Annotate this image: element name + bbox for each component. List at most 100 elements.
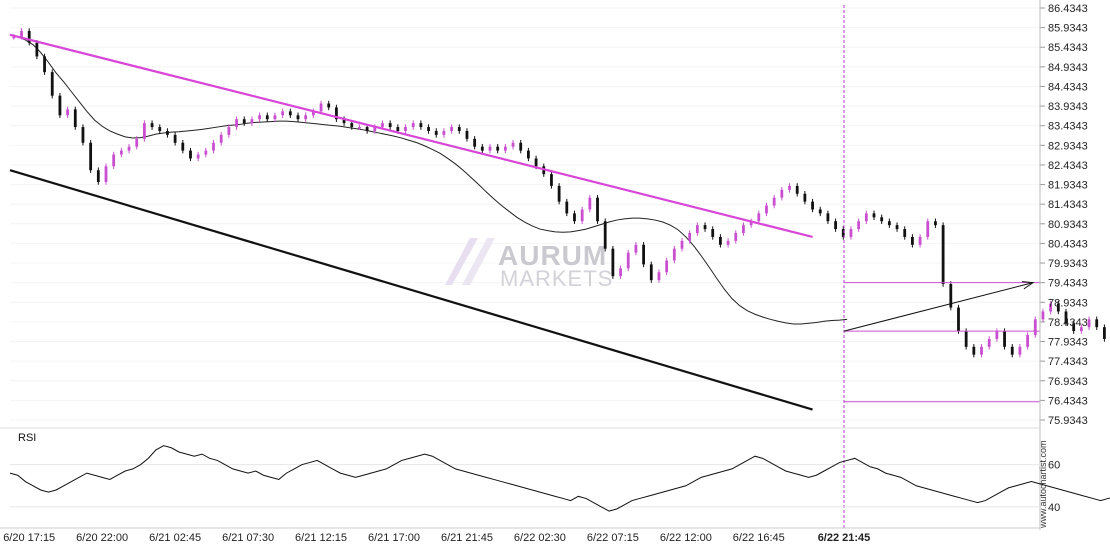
candle-body [350,123,354,128]
candle-body [1010,346,1014,355]
candle-body [987,338,991,347]
candle-body [450,127,453,131]
candle-body [158,127,162,131]
candle-body [296,115,300,120]
candle-body [250,119,254,124]
candle-body [396,127,400,131]
ma-line [9,34,848,325]
candle-body [834,221,837,230]
price-tick-label: 77.4343 [1048,356,1088,368]
watermark-line-1: AURUM [498,240,607,271]
time-tick-label: 6/21 12:15 [295,532,347,544]
candle-body [780,189,784,198]
candle-body [112,154,116,167]
watermark-line-2: MARKETS [500,266,613,291]
candle-body [419,123,423,128]
candle-body [557,185,561,202]
candle-body [534,158,538,167]
price-tick-label: 86.4343 [1048,3,1088,15]
candle-body [511,142,515,147]
candle-body [173,134,177,143]
candle-body [227,127,231,135]
watermark-logo-icon [445,238,478,285]
candle-body [918,236,922,245]
candle-body [1026,335,1029,347]
candle-body [611,248,615,277]
candle-body [649,264,653,281]
candle-body [527,150,530,159]
candle-body [1018,346,1022,355]
candle-body [573,213,576,222]
candle-body [795,185,799,194]
candle-body [949,284,953,308]
price-tick-label: 81.4343 [1048,199,1088,211]
candle-body [143,123,146,139]
price-tick-label: 76.4343 [1048,395,1088,407]
price-tick-label: 79.9343 [1048,258,1088,270]
candle-body [150,123,154,128]
candle-body [803,193,807,202]
candle-body [880,217,884,222]
candles [12,28,1106,358]
candle-body [841,229,845,237]
candle-body [711,229,715,237]
price-tick-label: 78.9343 [1048,297,1088,309]
candle-body [1064,311,1068,324]
arrowhead-icon [1022,281,1035,290]
candle-body [327,103,331,108]
candle-body [43,56,46,73]
candle-body [1079,327,1083,332]
candle-body [749,221,753,226]
candle-body [189,150,192,159]
candle-body [127,146,131,151]
price-tick-label: 79.4343 [1048,278,1088,290]
candle-body [442,130,446,135]
candle-body [311,111,315,116]
candle-body [96,170,100,182]
rsi-tick-label: 40 [1048,502,1060,514]
price-tick-label: 76.9343 [1048,376,1088,388]
support-line [9,169,813,411]
price-tick-label: 85.9343 [1048,23,1088,35]
candle-body [135,138,139,147]
time-tick-label: 6/21 02:45 [149,532,201,544]
candle-body [864,213,868,222]
candle-body [872,213,876,218]
candle-body [50,72,54,96]
candle-body [335,107,338,120]
price-tick-label: 83.4343 [1048,121,1088,133]
candle-body [465,130,469,139]
watermark: AURUM MARKETS [445,238,613,291]
candle-body [719,236,722,245]
candle-body [73,109,77,128]
rsi-panel: RSI 60 40 [0,427,1110,514]
candle-body [373,127,377,131]
candle-body [849,229,853,237]
price-tick-label: 82.4343 [1048,160,1088,172]
candle-body [58,95,62,116]
candle-body [964,331,968,347]
time-tick-label: 6/22 12:00 [660,532,712,544]
candle-body [20,30,23,37]
candle-body [688,233,692,241]
price-tick-label: 78.4343 [1048,317,1088,329]
projection-arrow [843,282,1034,332]
candle-body [81,127,85,143]
candle-body [757,213,761,222]
candle-body [219,134,223,143]
candle-body [181,142,185,151]
rsi-tick-label: 60 [1048,460,1060,472]
candle-body [519,142,523,151]
candle-body [695,225,699,234]
candle-body [1095,319,1099,328]
candle-body [1003,331,1006,347]
candle-body [388,123,392,128]
price-tick-label: 85.4343 [1048,42,1088,54]
candle-body [995,331,999,339]
candle-body [941,225,945,285]
candle-body [358,127,361,129]
candle-body [887,221,891,226]
resistance-line [9,33,813,238]
candle-body [166,130,169,135]
